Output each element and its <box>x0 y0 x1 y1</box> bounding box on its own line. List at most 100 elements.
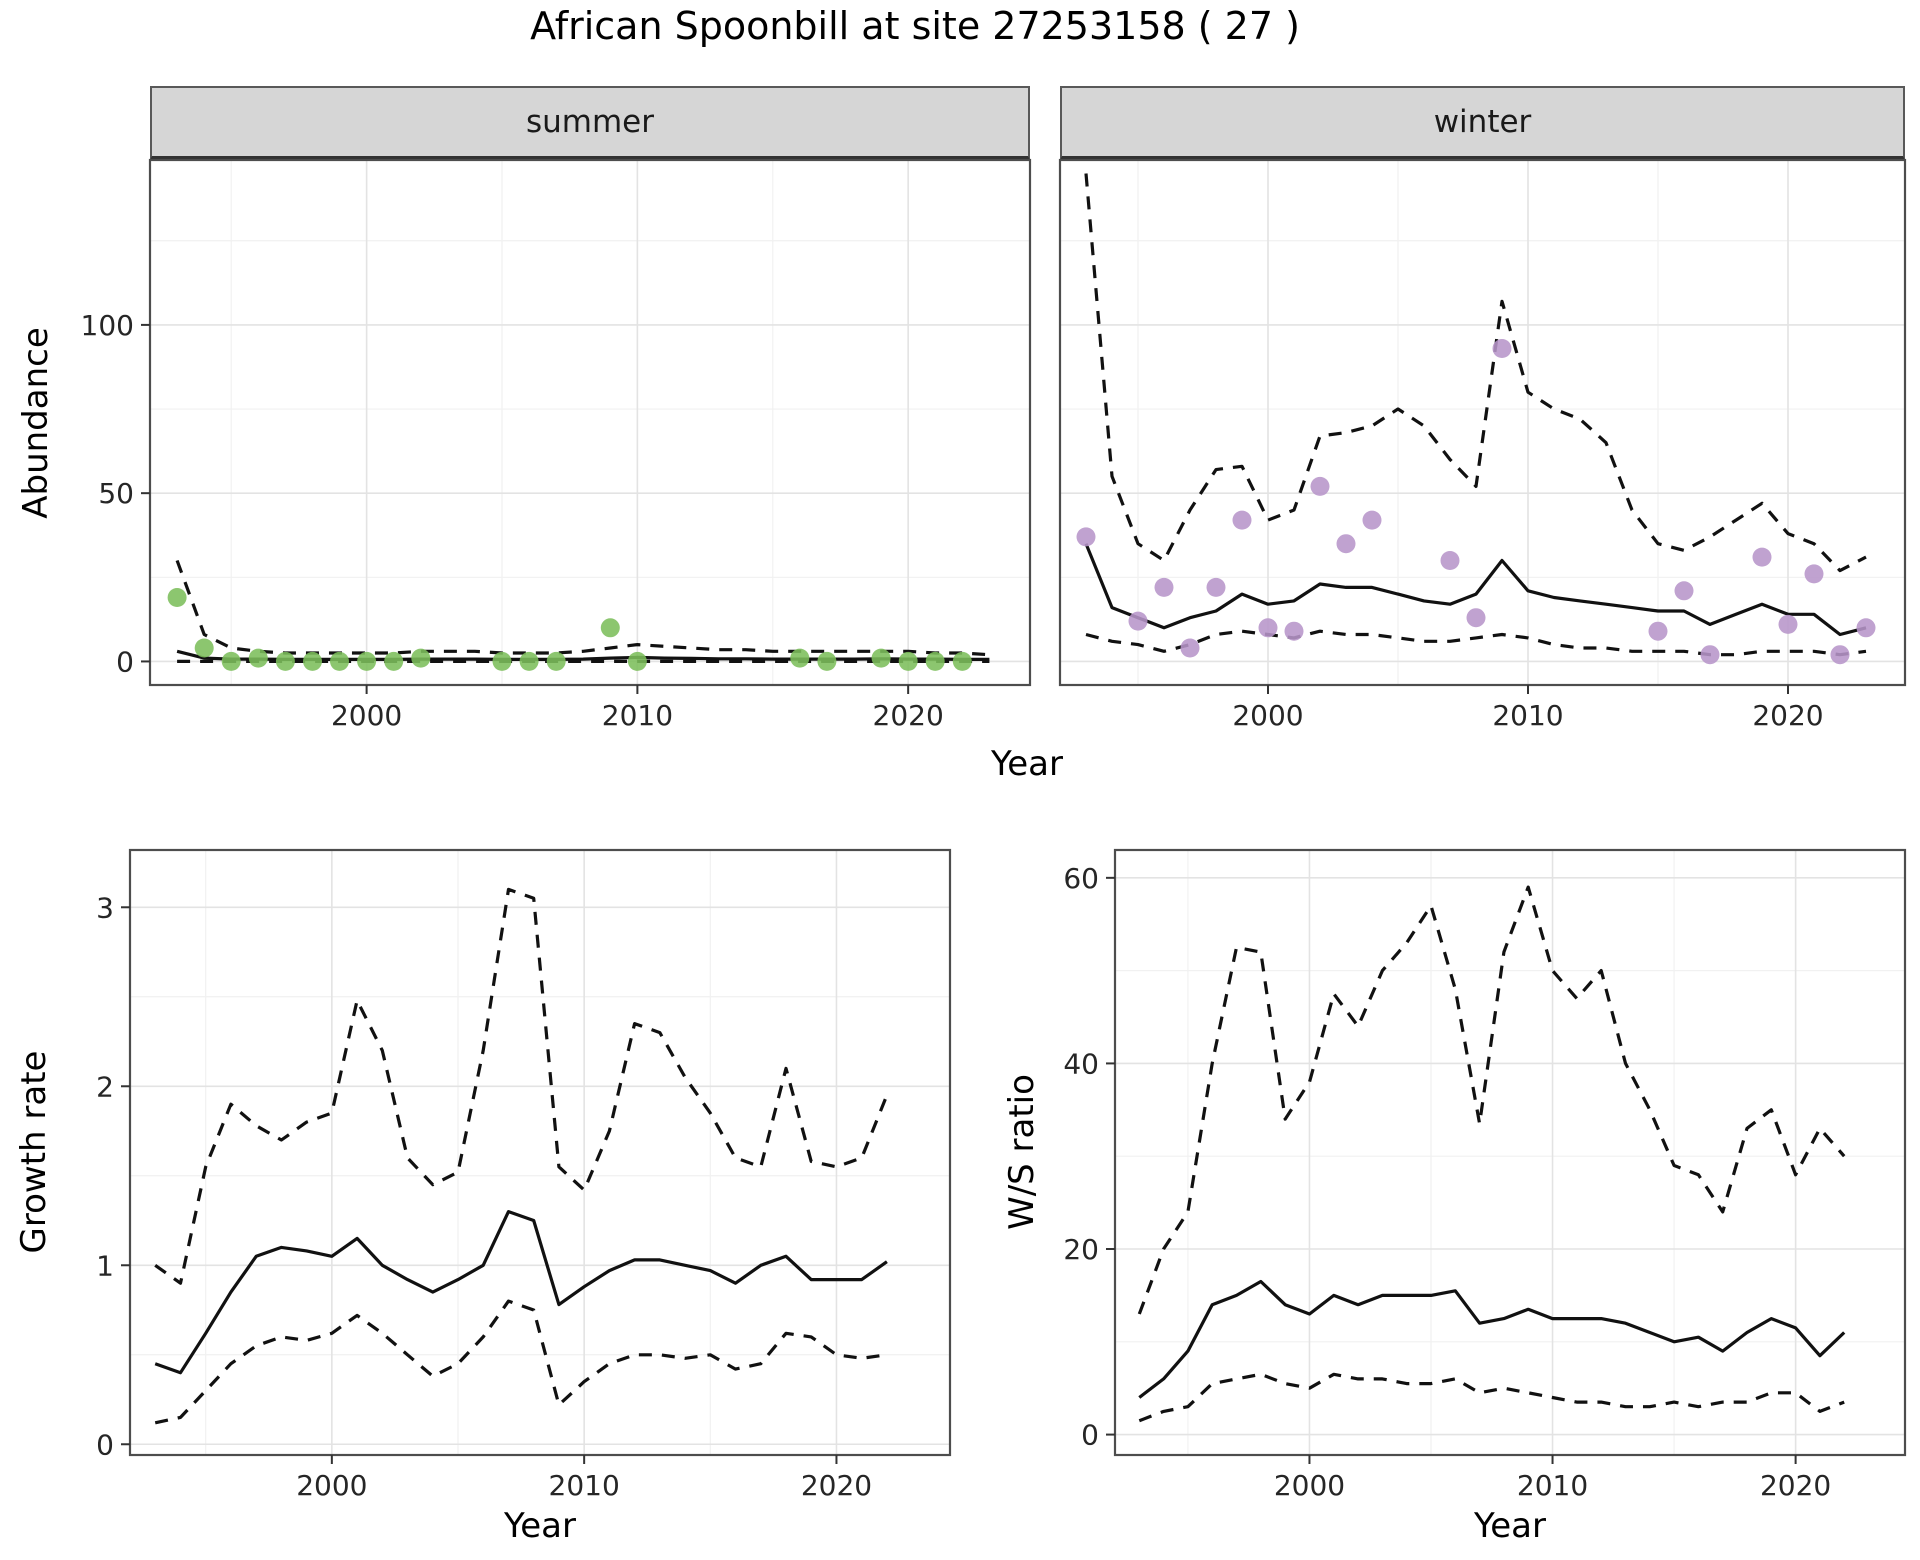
y-tick-label: 20 <box>1063 1233 1099 1266</box>
lower-ci-line <box>1138 1372 1845 1423</box>
observed-point <box>817 651 837 671</box>
x-tick-label: 2020 <box>1760 1469 1831 1502</box>
observed-point <box>1674 581 1694 601</box>
panel-background <box>150 160 1030 685</box>
series-group <box>1137 885 1846 1423</box>
series-group <box>154 887 889 1425</box>
observed-point <box>1700 645 1720 665</box>
facet-strip-winter: winter <box>1060 86 1905 160</box>
observed-point <box>1284 621 1304 641</box>
observed-point <box>330 651 349 671</box>
upper-ci-line <box>1137 885 1846 1315</box>
y-tick-label: 60 <box>1063 862 1099 895</box>
observed-point <box>194 638 214 658</box>
y-tick-label: 1 <box>96 1249 114 1282</box>
y-tick-label: 0 <box>1081 1419 1099 1452</box>
x-tick-label: 2010 <box>549 1469 620 1502</box>
mean-line <box>1138 1279 1846 1399</box>
ws-ratio-panel: 2000 2010 2020 0 20 40 60 <box>1063 848 1907 1502</box>
y-axis-title-abundance: Abundance <box>16 327 56 519</box>
observed-point <box>1466 608 1486 628</box>
observed-point <box>221 651 241 671</box>
observed-point <box>1076 527 1096 547</box>
x-tick-label: 2010 <box>602 699 673 732</box>
observed-point <box>1180 638 1200 658</box>
lower-ci-line <box>1085 629 1867 657</box>
observed-point <box>1856 618 1876 638</box>
observed-point <box>248 648 268 668</box>
y-tick-label: 50 <box>98 477 134 510</box>
observed-point <box>1492 339 1512 358</box>
observed-point <box>492 651 512 671</box>
x-tick-label: 2000 <box>296 1469 367 1502</box>
observed-point <box>275 651 295 671</box>
panel-border <box>128 848 952 1457</box>
x-tick-label: 2020 <box>873 699 944 732</box>
figure-title: African Spoonbill at site 27253158 ( 27 … <box>530 4 1300 48</box>
observed-point <box>1154 577 1174 597</box>
observed-point <box>1440 551 1460 570</box>
x-axis-title-year-growth: Year <box>504 1506 576 1546</box>
observed-point <box>925 651 945 671</box>
facet-strip-winter-label: winter <box>1433 104 1532 140</box>
observed-point <box>627 651 647 671</box>
abundance-summer-panel: 2000 2010 2020 0 50 100 <box>81 158 1032 732</box>
x-tick-label: 2000 <box>1274 1469 1345 1502</box>
observed-point <box>1128 611 1148 631</box>
y-axis-title-ws-ratio: W/S ratio <box>1002 1074 1042 1230</box>
series-group <box>1076 173 1876 665</box>
y-tick-label: 100 <box>81 309 134 342</box>
observed-point <box>167 588 187 607</box>
observed-point <box>303 651 322 671</box>
x-tick-label: 2010 <box>1517 1469 1588 1502</box>
y-tick-label: 40 <box>1063 1047 1099 1080</box>
mean-line <box>154 1210 888 1375</box>
observed-point <box>357 651 377 671</box>
observed-point <box>871 648 891 668</box>
x-axis-title-year-top: Year <box>991 744 1063 784</box>
observed-point <box>1804 564 1824 584</box>
x-tick-label: 2000 <box>331 699 402 732</box>
observed-point <box>519 651 539 671</box>
observed-point <box>952 651 972 671</box>
facet-strip-summer: summer <box>150 86 1030 160</box>
observed-point <box>1232 510 1252 530</box>
observed-point <box>411 648 431 668</box>
panel-border <box>1058 158 1907 687</box>
panel-border <box>1113 848 1907 1457</box>
observed-point <box>1336 534 1356 554</box>
panel-border <box>148 158 1032 687</box>
facet-strip-summer-label: summer <box>525 104 654 140</box>
observed-point <box>1206 577 1226 597</box>
upper-ci-line <box>1084 173 1867 573</box>
observed-point <box>384 651 404 671</box>
abundance-winter-panel: 2000 2010 2020 <box>1058 158 1907 732</box>
x-tick-label: 2020 <box>1752 699 1823 732</box>
series-group <box>167 559 990 671</box>
panel-background <box>130 850 950 1455</box>
observed-point <box>1310 476 1330 496</box>
observed-point <box>600 618 620 638</box>
observed-point <box>790 648 810 668</box>
observed-point <box>1830 645 1850 665</box>
x-tick-label: 2010 <box>1492 699 1563 732</box>
x-tick-label: 2000 <box>1232 699 1303 732</box>
observed-point <box>898 651 918 671</box>
y-tick-label: 3 <box>96 891 114 924</box>
y-tick-label: 2 <box>96 1070 114 1103</box>
y-tick-label: 0 <box>96 1428 114 1461</box>
observed-point <box>546 651 566 671</box>
observed-point <box>1778 614 1798 634</box>
y-tick-label: 0 <box>116 645 134 678</box>
observed-point <box>1752 547 1772 567</box>
growth-rate-panel: 2000 2010 2020 0 1 2 3 <box>96 848 952 1502</box>
x-axis-title-year-ws: Year <box>1474 1506 1546 1546</box>
panel-background <box>1060 160 1905 685</box>
y-axis-title-growth-rate: Growth rate <box>14 1050 54 1254</box>
x-tick-label: 2020 <box>801 1469 872 1502</box>
observed-point <box>1258 618 1278 638</box>
observed-point <box>1362 510 1382 530</box>
mean-line <box>1084 543 1867 637</box>
